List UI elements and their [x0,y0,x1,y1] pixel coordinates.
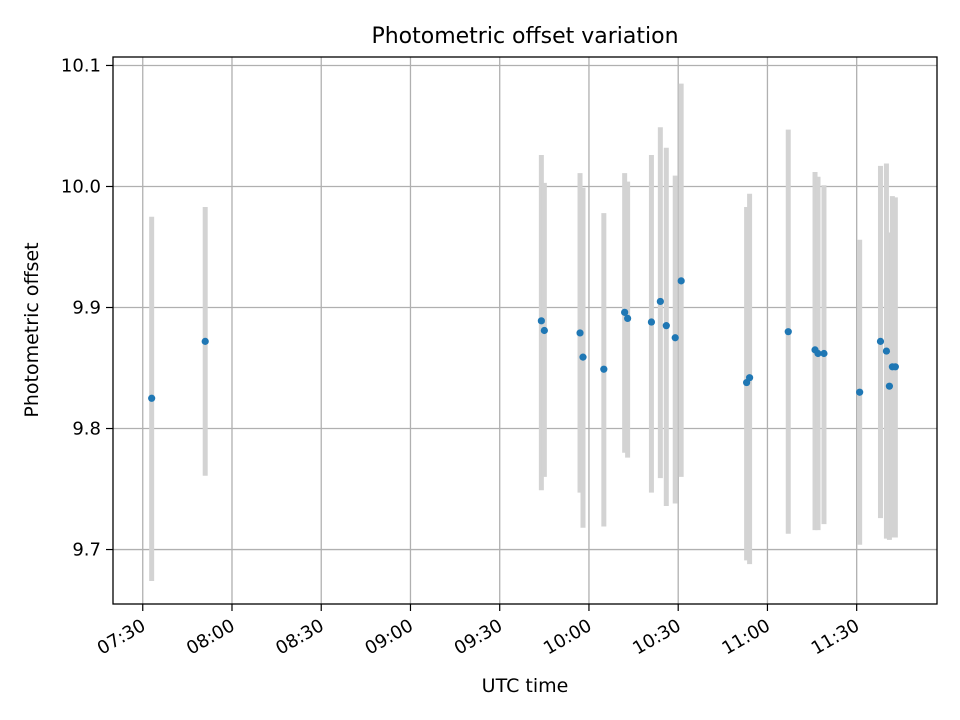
data-point [537,317,545,325]
data-point [621,308,629,316]
data-point [745,374,754,382]
data-point [677,277,685,285]
data-point [671,334,679,342]
data-point [820,349,828,358]
chart-title: Photometric offset variation [371,24,678,49]
data-point [656,297,664,306]
data-point [662,322,670,330]
y-tick-label: 9.8 [72,419,101,440]
y-tick-label: 9.7 [72,540,101,561]
y-axis-label: Photometric offset [21,242,43,417]
data-point [600,365,608,373]
data-point [624,314,632,322]
y-tick-label: 10.1 [61,55,101,76]
data-point [784,328,792,336]
data-point [579,353,587,361]
data-point [148,394,156,402]
data-point [891,363,899,371]
data-point [576,329,584,337]
plot-frame [112,56,938,605]
data-points [148,277,899,402]
y-tick-label: 9.9 [72,298,101,319]
y-tick-label: 10.0 [61,176,101,197]
x-axis-label: UTC time [482,675,569,697]
y-axis-ticks: 9.7 9.8 9.9 10.0 10.1 [61,55,113,561]
grid [113,57,937,604]
data-point [647,318,656,326]
data-point [856,388,864,396]
data-point [876,337,885,345]
data-point [540,326,548,335]
data-point [882,347,891,355]
data-point [885,382,894,390]
data-point [814,349,822,358]
data-point [201,337,209,345]
